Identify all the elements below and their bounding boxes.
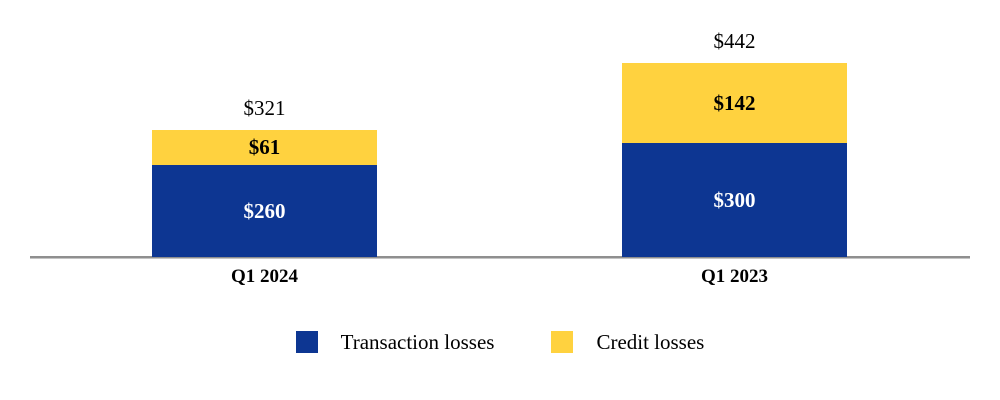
bar-total-label: $321: [243, 95, 286, 120]
legend-swatch-transaction-losses: [295, 331, 318, 353]
category-label-q1-2023: Q1 2023: [700, 266, 769, 287]
bar-group-q1-2023: $442 $142 $300: [622, 28, 847, 257]
segment-value-label: $61: [248, 135, 281, 159]
bar-segment-credit-losses: $61: [152, 130, 377, 165]
bar-total-label: $442: [713, 28, 756, 53]
legend-item-transaction-losses: Transaction losses: [295, 329, 495, 354]
bar-group-q1-2024: $321 $61 $260: [152, 95, 377, 257]
segment-value-label: $142: [713, 90, 756, 115]
bar-segment-transaction-losses: $260: [152, 165, 377, 257]
bar-segment-transaction-losses: $300: [622, 143, 847, 257]
segment-value-label: $300: [713, 187, 756, 212]
category-label-q1-2024: Q1 2024: [230, 266, 299, 287]
legend-item-credit-losses: Credit losses: [551, 331, 704, 353]
legend-label: Transaction losses: [340, 329, 495, 354]
segment-value-label: $260: [243, 198, 286, 223]
chart-legend: Transaction losses Credit losses: [0, 331, 1000, 353]
bar-segment-credit-losses: $142: [622, 63, 847, 143]
legend-swatch-credit-losses: [551, 331, 574, 353]
legend-label: Credit losses: [596, 329, 705, 354]
x-axis-line: [30, 256, 970, 259]
